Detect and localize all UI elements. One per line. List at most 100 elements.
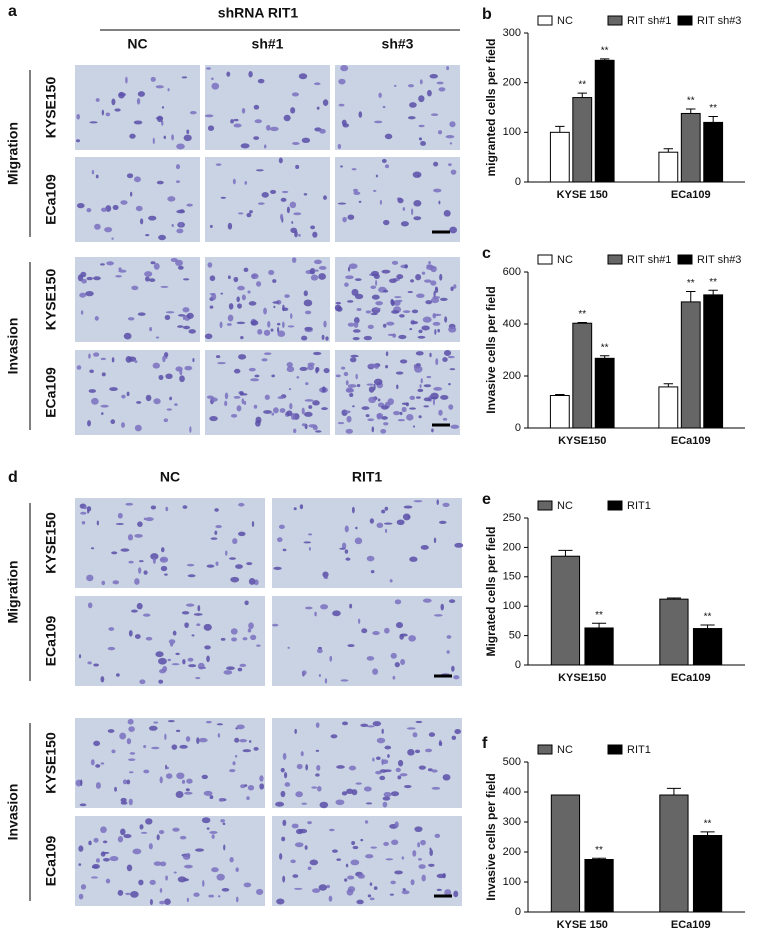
stained-cell (389, 893, 394, 896)
stained-cell (301, 670, 307, 676)
stained-cell (294, 230, 298, 238)
stained-cell (442, 502, 450, 508)
stained-cell (145, 818, 153, 825)
stained-cell (437, 328, 440, 333)
x-tick-label: KYSE150 (558, 672, 606, 684)
stained-cell (223, 670, 233, 675)
stained-cell (318, 273, 326, 280)
stained-cell (365, 854, 374, 859)
stained-cell (183, 134, 192, 142)
stained-cell (355, 373, 358, 380)
stained-cell (153, 721, 159, 724)
error-bar (577, 92, 587, 98)
stained-cell (290, 313, 293, 319)
stained-cell (96, 858, 100, 863)
stained-cell (145, 234, 150, 237)
row-label: ECa109 (43, 174, 59, 225)
stained-cell (229, 768, 236, 773)
stained-cell (336, 306, 343, 312)
stained-cell (170, 258, 178, 263)
stained-cell (109, 856, 119, 862)
stained-cell (318, 265, 327, 270)
group-label: Migration (5, 122, 21, 185)
stained-cell (203, 790, 213, 796)
stained-cell (287, 646, 290, 649)
stained-cell (241, 107, 246, 114)
stained-cell (336, 765, 345, 769)
stained-cell (117, 889, 124, 896)
stained-cell (171, 744, 178, 750)
column-label: NC (127, 36, 147, 52)
stained-cell (434, 287, 439, 293)
stained-cell (272, 279, 277, 283)
stained-cell (185, 736, 191, 742)
stained-cell (76, 365, 82, 370)
stained-cell (442, 417, 448, 421)
stained-cell (95, 174, 99, 179)
stained-cell (280, 213, 284, 221)
stained-cell (211, 82, 220, 90)
legend-label: NC (557, 500, 573, 512)
stained-cell (159, 668, 166, 674)
panel-letter: d (8, 469, 18, 486)
stained-cell (95, 782, 101, 789)
stained-cell (321, 407, 328, 411)
stained-cell (427, 768, 433, 772)
stained-cell (382, 105, 386, 109)
stained-cell (101, 412, 104, 415)
stained-cell (392, 675, 396, 680)
stained-cell (209, 293, 216, 296)
legend-swatch (677, 15, 693, 26)
stained-cell (167, 658, 172, 662)
stained-cell (421, 874, 426, 882)
stained-cell (397, 198, 404, 204)
stained-cell (315, 366, 320, 373)
stained-cell (102, 840, 108, 844)
micrograph (75, 257, 200, 342)
stained-cell (90, 876, 99, 879)
stained-cell (188, 329, 196, 334)
stained-cell (269, 189, 277, 194)
stained-cell (210, 537, 218, 540)
stained-cell (125, 892, 131, 896)
significance: ** (704, 612, 712, 623)
stained-cell (308, 533, 313, 536)
stained-cell (289, 201, 297, 209)
stained-cell (446, 650, 450, 654)
x-tick-label: ECa109 (671, 189, 711, 201)
stained-cell (75, 139, 81, 143)
stained-cell (365, 310, 372, 314)
stained-cell (418, 124, 425, 128)
stained-cell (277, 326, 280, 333)
legend-label: NC (557, 15, 573, 27)
stained-cell (93, 352, 100, 357)
stained-cell (89, 369, 94, 373)
stained-cell (367, 324, 374, 329)
stained-cell (126, 391, 130, 397)
stained-cell (144, 271, 153, 277)
stained-cell (298, 73, 308, 80)
stained-cell (215, 524, 222, 529)
stained-cell (431, 428, 434, 433)
stained-cell (240, 335, 244, 340)
stained-cell (451, 665, 455, 672)
stained-cell (432, 321, 441, 326)
stained-cell (163, 418, 169, 423)
stained-cell (184, 365, 193, 371)
stained-cell (402, 888, 406, 891)
stained-cell (204, 645, 211, 650)
stained-cell (138, 567, 142, 574)
stained-cell (301, 335, 308, 341)
stained-cell (292, 874, 299, 878)
stained-cell (87, 602, 93, 609)
error-bar (700, 624, 715, 629)
stained-cell (232, 178, 236, 185)
column-label: sh#3 (382, 36, 414, 52)
stained-cell (292, 141, 300, 145)
stained-cell (227, 222, 233, 230)
panel-letter: a (8, 3, 17, 20)
stained-cell (148, 215, 157, 221)
stained-cell (425, 748, 433, 753)
stained-cell (372, 757, 375, 762)
stained-cell (247, 628, 252, 633)
